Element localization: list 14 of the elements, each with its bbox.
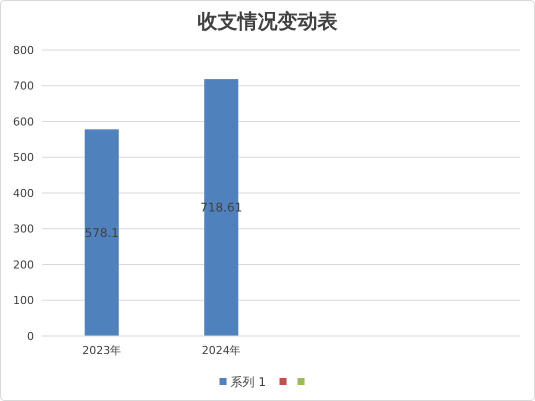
y-tick-label: 700 xyxy=(13,80,34,93)
x-tick-label: 2023年 xyxy=(82,344,122,357)
y-tick-label: 600 xyxy=(13,115,34,128)
y-tick-label: 200 xyxy=(13,258,34,272)
y-tick-label: 800 xyxy=(13,44,34,57)
y-tick-label: 300 xyxy=(13,222,34,236)
y-tick-label: 100 xyxy=(13,294,34,308)
y-tick-label: 500 xyxy=(13,151,34,164)
chart-title: 收支情况变动表 xyxy=(198,9,338,33)
y-tick-label: 0 xyxy=(27,330,34,343)
y-tick-label: 400 xyxy=(13,186,34,200)
legend-label: 系列 1 xyxy=(230,375,266,390)
x-tick-label: 2024年 xyxy=(202,344,241,357)
data-label: 578.1 xyxy=(84,226,119,240)
